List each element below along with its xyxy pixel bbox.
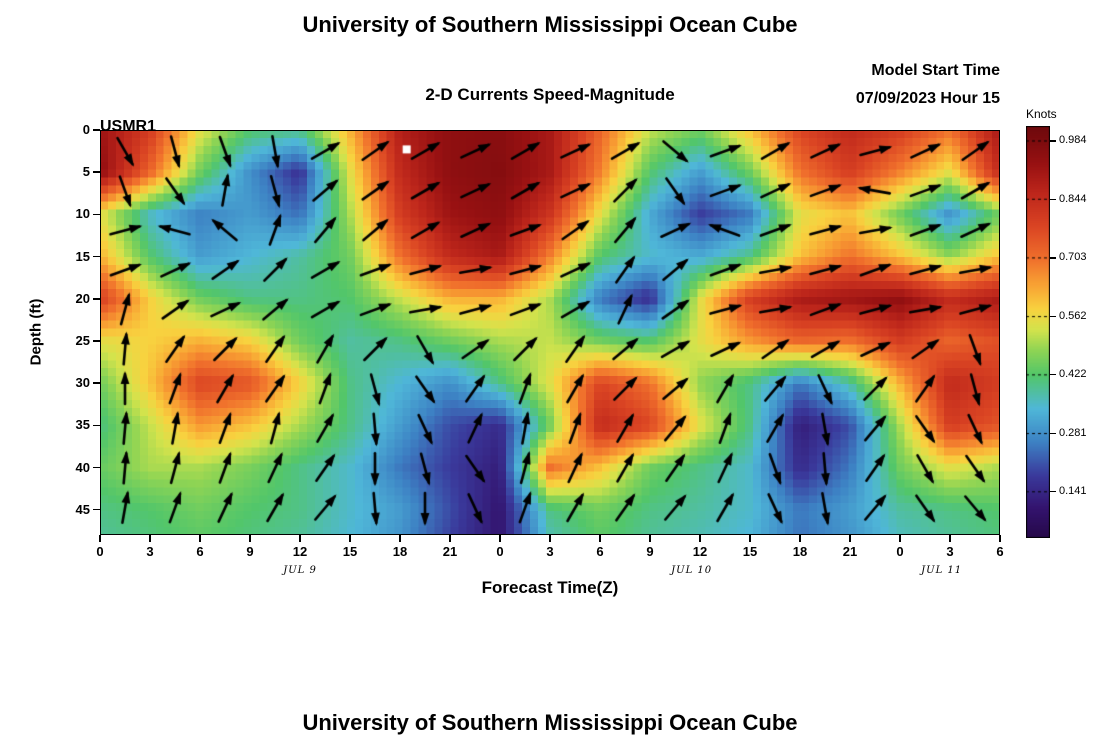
y-tick-mark	[93, 424, 100, 427]
x-tick-mark	[749, 535, 751, 542]
x-tick-label: 18	[792, 544, 808, 559]
x-tick-mark	[849, 535, 851, 542]
colorbar-label: Knots	[1026, 107, 1057, 121]
x-tick-label: 6	[596, 544, 604, 559]
x-tick-mark	[399, 535, 401, 542]
x-tick-label: 3	[546, 544, 554, 559]
x-tick-mark	[899, 535, 901, 542]
colorbar-canvas	[1026, 126, 1050, 538]
x-tick-label: 3	[146, 544, 154, 559]
y-axis-label: Depth (ft)	[27, 298, 45, 366]
x-tick-label: 9	[646, 544, 654, 559]
y-tick-label: 35	[75, 417, 90, 433]
model-start-label: Model Start Time	[871, 62, 1000, 79]
y-tick-mark	[93, 129, 100, 131]
x-tick-label: 12	[692, 544, 708, 559]
plot-subtitle: 2-D Currents Speed-Magnitude	[425, 85, 675, 104]
x-tick-label: 15	[342, 544, 358, 559]
colorbar-tick-mark	[1050, 316, 1056, 318]
x-tick-mark	[949, 535, 951, 542]
x-tick-label: 0	[896, 544, 904, 559]
x-tick-mark	[999, 535, 1001, 542]
colorbar-tick-label: 0.562	[1059, 310, 1087, 323]
x-tick-label: 12	[292, 544, 308, 559]
y-tick-label: 5	[82, 164, 90, 180]
date-label: JUL 9	[283, 565, 317, 576]
colorbar-tick-label: 0.844	[1059, 192, 1087, 205]
y-tick-mark	[93, 466, 100, 469]
y-tick-label: 30	[75, 375, 90, 391]
x-tick-label: 0	[96, 544, 104, 559]
colorbar-tick-mark	[1050, 374, 1056, 376]
colorbar-tick-mark	[1050, 432, 1056, 435]
colorbar-tick-mark	[1050, 491, 1056, 493]
date-label: JUL 11	[921, 565, 963, 576]
y-tick-mark	[93, 297, 100, 300]
model-start-value: 07/09/2023 Hour 15	[855, 90, 1000, 107]
colorbar-tick-label: 0.703	[1059, 251, 1087, 264]
y-tick-label: 45	[75, 501, 90, 517]
x-tick-mark	[249, 535, 251, 542]
bottom-page-title: University of Southern Mississippi Ocean…	[302, 710, 798, 735]
x-tick-mark	[499, 535, 501, 542]
colorbar-tick-mark	[1050, 198, 1056, 200]
y-tick-mark	[93, 171, 100, 173]
date-label: JUL 10	[671, 565, 713, 576]
x-tick-mark	[149, 535, 151, 542]
x-tick-label: 6	[196, 544, 204, 559]
x-tick-mark	[549, 535, 551, 542]
y-tick-label: 15	[75, 248, 90, 264]
x-tick-label: 15	[742, 544, 758, 559]
x-tick-mark	[699, 535, 701, 542]
y-tick-mark	[93, 382, 100, 384]
y-tick-mark	[93, 508, 100, 511]
x-tick-label: 21	[442, 544, 458, 559]
colorbar-tick-mark	[1050, 257, 1056, 259]
y-tick-label: 40	[75, 459, 90, 475]
x-tick-mark	[99, 535, 101, 542]
x-tick-mark	[199, 535, 201, 542]
x-tick-label: 3	[946, 544, 954, 559]
x-tick-label: 9	[246, 544, 254, 559]
y-tick-mark	[93, 213, 100, 216]
y-tick-mark	[93, 340, 100, 342]
x-tick-mark	[299, 535, 301, 542]
colorbar-tick-label: 0.422	[1059, 368, 1087, 381]
x-tick-mark	[449, 535, 451, 542]
current-vectors-canvas	[100, 130, 1000, 535]
x-tick-label: 6	[996, 544, 1004, 559]
x-tick-mark	[799, 535, 801, 542]
colorbar-tick-label: 0.984	[1059, 134, 1087, 147]
x-tick-label: 21	[842, 544, 858, 559]
x-axis-label: Forecast Time(Z)	[481, 578, 619, 597]
y-tick-label: 25	[75, 332, 90, 348]
x-tick-label: 18	[392, 544, 408, 559]
y-tick-label: 20	[75, 290, 90, 306]
x-tick-mark	[599, 535, 601, 542]
colorbar-tick-label: 0.281	[1059, 427, 1087, 440]
x-tick-mark	[649, 535, 651, 542]
y-tick-label: 10	[75, 206, 90, 222]
model-start-info: Model Start Time 07/09/2023 Hour 15	[700, 57, 1000, 113]
x-tick-mark	[349, 535, 351, 542]
colorbar-tick-mark	[1050, 140, 1056, 142]
y-tick-mark	[93, 255, 100, 258]
colorbar-tick-label: 0.141	[1059, 485, 1087, 498]
page-title: University of Southern Mississippi Ocean…	[302, 12, 798, 37]
x-tick-label: 0	[496, 544, 504, 559]
y-tick-label: 0	[82, 122, 90, 137]
